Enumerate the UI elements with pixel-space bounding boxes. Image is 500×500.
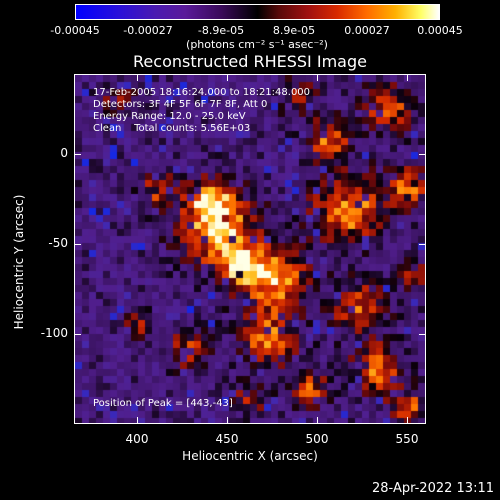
- colorbar-tick: -0.00045: [50, 24, 100, 37]
- colorbar: [75, 4, 440, 20]
- colorbar-tick: 0.00045: [417, 24, 463, 37]
- time-range-text: 17-Feb-2005 18:16:24.000 to 18:21:48.000: [93, 87, 311, 98]
- y-axis-label: Heliocentric Y (arcsec): [12, 194, 26, 330]
- colorbar-tick: 8.9e-05: [272, 24, 316, 37]
- y-tick-label: -100: [40, 326, 68, 340]
- colorbar-tick: -8.9e-05: [197, 24, 245, 37]
- x-tick-label: 400: [125, 432, 149, 446]
- peak-position-text: Position of Peak = [443,-43]: [93, 398, 233, 409]
- detectors-text: Detectors: 3F 4F 5F 6F 7F 8F, Att 0: [93, 99, 268, 110]
- rhessi-image-plot: 17-Feb-2005 18:16:24.000 to 18:21:48.000…: [74, 74, 426, 424]
- x-axis-label: Heliocentric X (arcsec): [182, 449, 318, 463]
- x-tick-label: 550: [395, 432, 419, 446]
- image-title: Reconstructed RHESSI Image: [133, 52, 367, 71]
- reconstructed-image: [75, 75, 425, 423]
- x-tick-label: 500: [305, 432, 329, 446]
- x-tick-label: 450: [215, 432, 239, 446]
- colorbar-units: (photons cm⁻² s⁻¹ asec⁻²): [186, 38, 328, 51]
- energy-range-text: Energy Range: 12.0 - 25.0 keV: [93, 111, 246, 122]
- colorbar-tick: 0.00027: [344, 24, 390, 37]
- clean-counts-text: Clean Total counts: 5.56E+03: [93, 123, 251, 134]
- y-tick-label: 0: [60, 146, 68, 160]
- y-tick-label: -50: [48, 236, 68, 250]
- datestamp: 28-Apr-2022 13:11: [372, 481, 494, 496]
- colorbar-tick: -0.00027: [123, 24, 173, 37]
